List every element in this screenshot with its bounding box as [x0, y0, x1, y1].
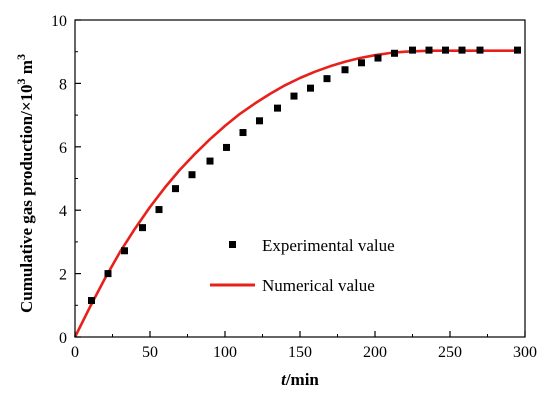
data-point-experimental: [256, 117, 263, 125]
plot-marks: [73, 46, 521, 338]
data-point-experimental: [442, 46, 449, 54]
series-line-numerical: [73, 49, 518, 338]
y-tick-label: 8: [59, 76, 67, 93]
data-point-experimental: [172, 185, 179, 193]
data-point-experimental: [155, 206, 163, 214]
data-point-experimental: [409, 46, 416, 54]
legend-label-numerical: Numerical value: [262, 276, 375, 295]
y-tick-label: 2: [59, 267, 67, 284]
data-point-experimental: [514, 46, 521, 54]
axis-ticks: 0 50 100 150 200 250 300 0 2 4 6 8 10: [51, 13, 537, 361]
y-axis-title-exp2: 3: [14, 54, 28, 60]
data-point-experimental: [425, 46, 433, 54]
data-point-experimental: [104, 270, 112, 278]
data-point-experimental: [206, 157, 214, 165]
data-point-experimental: [341, 66, 349, 74]
y-tick-label: 10: [51, 13, 67, 30]
data-point-experimental: [223, 143, 230, 151]
x-axis-title: t/min: [281, 370, 319, 389]
legend-marker-experimental: [229, 241, 236, 248]
x-tick-label: 0: [71, 344, 79, 361]
x-tick-label: 150: [288, 344, 312, 361]
data-point-experimental: [139, 224, 146, 232]
data-point-experimental: [88, 297, 95, 305]
x-tick-label: 100: [213, 344, 237, 361]
x-tick-label: 50: [142, 344, 158, 361]
x-tick-label: 300: [513, 344, 537, 361]
y-axis-title-exp1: 3: [14, 78, 28, 84]
data-point-experimental: [323, 75, 331, 83]
y-tick-label: 6: [59, 140, 67, 157]
x-tick-label: 250: [438, 344, 462, 361]
legend: Experimental value Numerical value: [210, 236, 395, 295]
data-point-experimental: [391, 49, 398, 57]
y-tick-label: 4: [59, 203, 67, 220]
data-point-experimental: [239, 129, 247, 137]
data-point-experimental: [188, 171, 196, 179]
data-point-experimental: [358, 59, 365, 67]
legend-label-experimental: Experimental value: [262, 236, 395, 255]
data-point-experimental: [290, 92, 298, 100]
data-point-experimental: [476, 46, 484, 54]
data-point-experimental: [274, 104, 281, 112]
y-axis-title: Cumulative gas production/×103 m3: [14, 54, 36, 313]
data-point-experimental: [121, 247, 128, 255]
y-axis-title-mid: m: [17, 60, 36, 78]
x-tick-label: 200: [363, 344, 387, 361]
y-tick-label: 0: [59, 330, 67, 347]
data-point-experimental: [374, 54, 382, 62]
x-axis-title-italic: t: [281, 370, 287, 389]
x-axis-title-rest: /min: [285, 370, 320, 389]
data-point-experimental: [307, 84, 314, 92]
y-axis-title-base: Cumulative gas production/×10: [17, 84, 36, 313]
data-point-experimental: [458, 46, 466, 54]
